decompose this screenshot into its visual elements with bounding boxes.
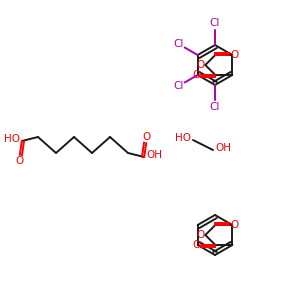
Text: Cl: Cl — [210, 18, 220, 28]
Text: Cl: Cl — [173, 81, 184, 91]
Text: O: O — [142, 132, 150, 142]
Text: O: O — [196, 230, 204, 240]
Text: O: O — [192, 70, 200, 80]
Text: HO: HO — [4, 134, 20, 144]
Text: Cl: Cl — [210, 102, 220, 112]
Text: HO: HO — [175, 133, 191, 143]
Text: O: O — [230, 220, 238, 230]
Text: O: O — [192, 240, 200, 250]
Text: OH: OH — [215, 143, 231, 153]
Text: O: O — [196, 60, 204, 70]
Text: OH: OH — [146, 150, 162, 160]
Text: O: O — [230, 50, 238, 60]
Text: O: O — [16, 156, 24, 166]
Text: Cl: Cl — [173, 39, 184, 49]
